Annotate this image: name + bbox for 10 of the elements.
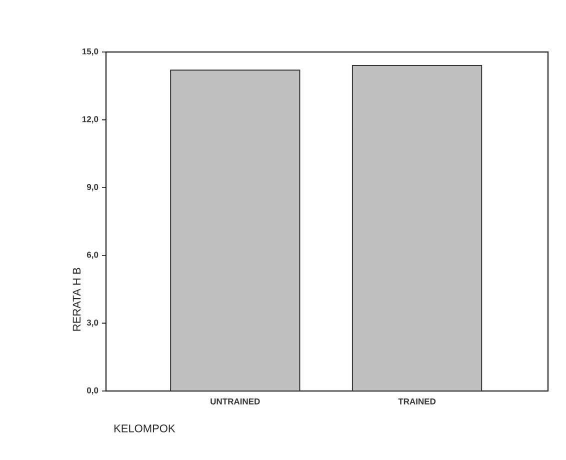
y-tick-label: 6,0 bbox=[86, 252, 98, 260]
x-tick-label: UNTRAINED bbox=[210, 398, 260, 404]
y-axis-title: RERATA H B bbox=[72, 268, 80, 331]
y-tick-label: 9,0 bbox=[86, 184, 98, 192]
y-tick-label: 3,0 bbox=[86, 320, 98, 327]
x-tick-label: TRAINED bbox=[398, 398, 436, 404]
y-tick-label: 0,0 bbox=[86, 387, 98, 395]
y-tick-label: 15,0 bbox=[82, 48, 98, 56]
y-tick-label: 12,0 bbox=[82, 116, 98, 124]
x-axis-title: KELOMPOK bbox=[114, 424, 176, 432]
